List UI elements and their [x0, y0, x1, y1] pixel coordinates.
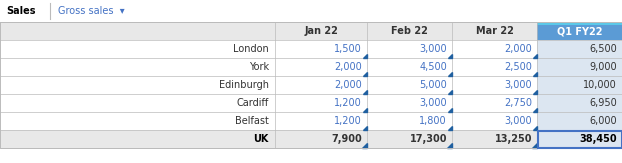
- Polygon shape: [448, 126, 452, 130]
- Bar: [537, 112, 622, 130]
- Polygon shape: [447, 143, 452, 148]
- Text: 3,000: 3,000: [419, 44, 447, 54]
- Text: 10,000: 10,000: [583, 80, 617, 90]
- Text: Cardiff: Cardiff: [237, 98, 269, 108]
- Text: 2,000: 2,000: [504, 44, 532, 54]
- Polygon shape: [533, 108, 537, 112]
- Polygon shape: [363, 126, 367, 130]
- Text: 6,500: 6,500: [589, 44, 617, 54]
- Text: 2,500: 2,500: [504, 62, 532, 72]
- Polygon shape: [533, 72, 537, 76]
- Text: 2,000: 2,000: [334, 62, 362, 72]
- Text: Jan 22: Jan 22: [304, 26, 338, 36]
- Bar: [537, 22, 622, 40]
- Bar: [0, 112, 622, 130]
- Text: 1,200: 1,200: [334, 116, 362, 126]
- Polygon shape: [362, 143, 367, 148]
- Bar: [537, 40, 622, 58]
- Polygon shape: [448, 72, 452, 76]
- Text: Belfast: Belfast: [235, 116, 269, 126]
- Polygon shape: [533, 126, 537, 130]
- Bar: [537, 58, 622, 76]
- Bar: [0, 22, 622, 40]
- Text: 3,000: 3,000: [504, 116, 532, 126]
- Bar: [537, 131, 621, 148]
- Polygon shape: [363, 108, 367, 112]
- Bar: [537, 130, 622, 148]
- Polygon shape: [363, 72, 367, 76]
- Polygon shape: [533, 90, 537, 94]
- Text: 2,750: 2,750: [504, 98, 532, 108]
- Text: 3,000: 3,000: [419, 98, 447, 108]
- Text: 13,250: 13,250: [494, 134, 532, 144]
- Text: Gross sales  ▾: Gross sales ▾: [58, 6, 124, 16]
- Polygon shape: [363, 54, 367, 58]
- Bar: [0, 76, 622, 94]
- Text: Edinburgh: Edinburgh: [219, 80, 269, 90]
- Bar: [0, 22, 622, 148]
- Text: 7,900: 7,900: [332, 134, 362, 144]
- Bar: [0, 130, 622, 148]
- Polygon shape: [363, 90, 367, 94]
- Bar: [0, 94, 622, 112]
- Bar: [537, 94, 622, 112]
- Text: 1,200: 1,200: [334, 98, 362, 108]
- Bar: [0, 58, 622, 76]
- Polygon shape: [533, 54, 537, 58]
- Text: 6,000: 6,000: [590, 116, 617, 126]
- Text: 9,000: 9,000: [590, 62, 617, 72]
- Text: 38,450: 38,450: [579, 134, 617, 144]
- Text: Mar 22: Mar 22: [476, 26, 513, 36]
- Text: 6,950: 6,950: [589, 98, 617, 108]
- Text: 17,300: 17,300: [409, 134, 447, 144]
- Text: Feb 22: Feb 22: [391, 26, 428, 36]
- Polygon shape: [448, 54, 452, 58]
- Bar: [537, 76, 622, 94]
- Text: 2,000: 2,000: [334, 80, 362, 90]
- Bar: [0, 40, 622, 58]
- Text: 3,000: 3,000: [504, 80, 532, 90]
- Polygon shape: [448, 90, 452, 94]
- Text: 4,500: 4,500: [419, 62, 447, 72]
- Polygon shape: [532, 143, 537, 148]
- Text: UK: UK: [254, 134, 269, 144]
- Text: Sales: Sales: [6, 6, 35, 16]
- Text: 1,800: 1,800: [419, 116, 447, 126]
- Polygon shape: [448, 108, 452, 112]
- Text: London: London: [233, 44, 269, 54]
- Bar: [0, 0, 622, 22]
- Text: York: York: [249, 62, 269, 72]
- Text: Q1 FY22: Q1 FY22: [557, 26, 602, 36]
- Bar: [537, 22, 622, 25]
- Text: 5,000: 5,000: [419, 80, 447, 90]
- Text: 1,500: 1,500: [334, 44, 362, 54]
